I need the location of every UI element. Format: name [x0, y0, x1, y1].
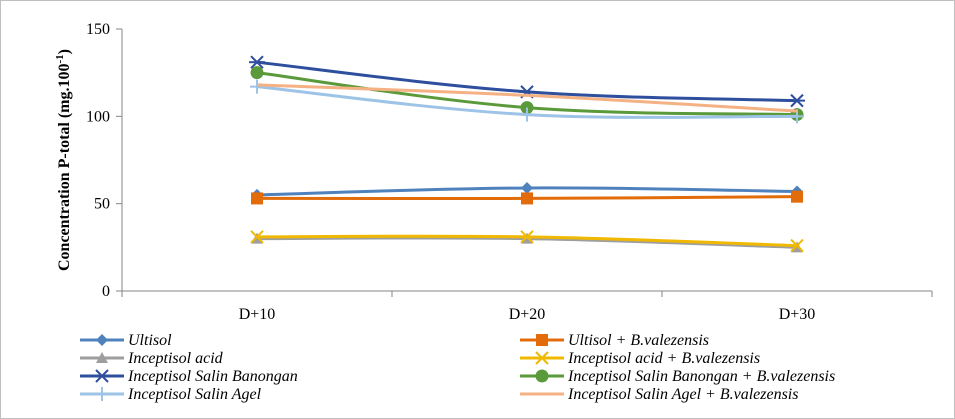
legend-marker	[535, 351, 549, 365]
data-point-stroke	[520, 230, 534, 244]
legend-item: Inceptisol Salin Agel	[80, 386, 262, 403]
legend-item: Inceptisol acid + B.valezensis	[520, 350, 760, 367]
data-point	[791, 190, 803, 203]
series-2	[251, 190, 803, 205]
legend-item: Inceptisol Salin Agel + B.valezensis	[520, 386, 798, 403]
legend-marker	[535, 369, 549, 383]
data-point-stroke	[250, 230, 264, 244]
data-point	[251, 192, 263, 205]
data-point	[790, 238, 804, 253]
legend-label: Inceptisol Salin Banongan	[127, 368, 298, 385]
series-8	[256, 83, 798, 113]
data-point-shape	[521, 181, 533, 194]
y-tick-label: 50	[94, 196, 110, 213]
data-point	[521, 192, 533, 205]
legend-marker	[94, 369, 110, 383]
legend-item: Ultisol + B.valezensis	[520, 332, 709, 349]
legend-item: Ultisol	[80, 332, 172, 349]
legend-label: Ultisol + B.valezensis	[568, 332, 709, 349]
series-4	[250, 230, 804, 253]
legend-item: Inceptisol Salin Banongan	[80, 368, 298, 385]
data-point	[520, 107, 534, 122]
y-tick-label: 100	[86, 108, 110, 125]
legend-marker	[95, 387, 109, 401]
series-group	[249, 55, 805, 253]
data-point	[250, 230, 264, 244]
legend-marker-shape	[535, 369, 549, 383]
legend-marker-stroke	[535, 351, 549, 365]
axes: 0 50 100 150 D+10 D+20 D+30	[86, 21, 933, 323]
data-point	[521, 181, 533, 194]
y-tick-label: 150	[86, 21, 110, 38]
data-point	[790, 109, 804, 124]
legend-label: Ultisol	[128, 332, 172, 349]
legend-label: Inceptisol acid	[127, 350, 224, 367]
legend-marker-shape	[536, 334, 548, 346]
data-point-stroke	[790, 238, 804, 253]
legend-marker-shape	[96, 352, 108, 363]
series-7	[250, 79, 804, 124]
data-point	[250, 79, 264, 94]
legend-label: Inceptisol acid + B.valezensis	[567, 350, 760, 367]
legend-marker	[96, 334, 108, 346]
x-tick-label: D+20	[509, 306, 546, 323]
data-point	[520, 230, 534, 244]
data-point	[789, 93, 805, 108]
data-point-shape	[791, 190, 803, 203]
x-tick-label: D+30	[779, 306, 816, 323]
x-tick-label: D+10	[239, 306, 276, 323]
data-point	[250, 66, 264, 80]
y-axis-title: Concentration P-total (mg.100-1)	[54, 49, 73, 271]
legend-item: Inceptisol Salin Banongan + B.valezensis	[520, 368, 835, 385]
legend-item: Inceptisol acid	[80, 350, 224, 367]
y-tick-label: 0	[102, 283, 110, 300]
series-5	[249, 55, 805, 108]
data-point-shape	[521, 192, 533, 205]
data-point-shape	[251, 192, 263, 205]
legend-label: Inceptisol Salin Agel	[127, 386, 262, 403]
series-line	[256, 83, 798, 113]
data-point	[249, 55, 265, 69]
data-point-shape	[250, 66, 264, 80]
legend-marker-shape	[96, 334, 108, 346]
legend-label: Inceptisol Salin Banongan + B.valezensis	[567, 368, 835, 385]
legend-label: Inceptisol Salin Agel + B.valezensis	[567, 386, 798, 403]
legend-marker	[536, 334, 548, 346]
legend-marker	[96, 352, 108, 363]
legend: Ultisol Ultisol + B.valezensisInceptisol …	[80, 332, 835, 403]
